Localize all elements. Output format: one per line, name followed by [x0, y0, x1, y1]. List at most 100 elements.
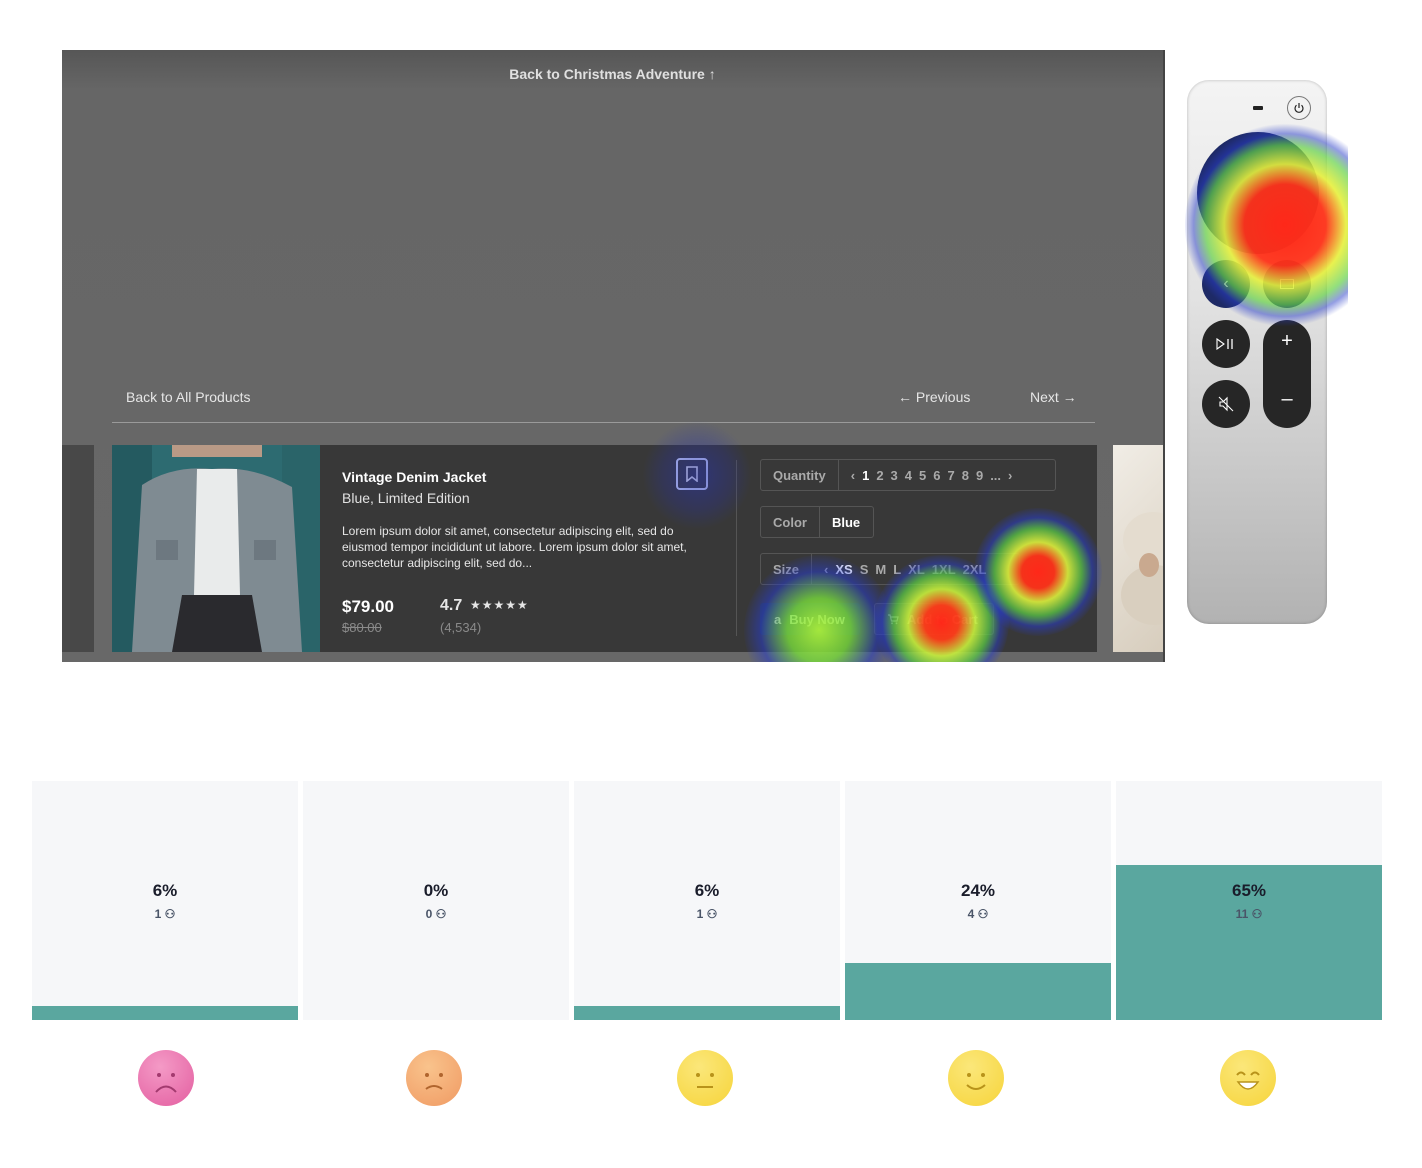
rating-percent: 0%	[423, 881, 449, 900]
back-to-adventure-link[interactable]: Back to Christmas Adventure ↑	[509, 66, 716, 82]
denim-jacket-image	[112, 445, 320, 652]
color-value[interactable]: Blue	[831, 514, 861, 530]
volume-down-icon[interactable]: –	[1281, 388, 1293, 410]
mute-icon	[1218, 396, 1234, 412]
product-old-price: $80.00	[342, 620, 382, 635]
rating-bar-fill	[845, 962, 1111, 1020]
knit-sweater-image	[1121, 512, 1163, 625]
product-subtitle: Blue, Limited Edition	[342, 490, 470, 506]
amazon-icon: a	[774, 611, 782, 627]
product-photo	[112, 445, 320, 652]
back-button[interactable]: ‹	[1202, 260, 1250, 308]
quantity-label: Quantity	[761, 460, 839, 490]
home-icon	[1280, 279, 1294, 289]
product-rating: 4.7	[440, 597, 463, 614]
neutral-face-icon	[677, 1050, 733, 1106]
rating-count: 0	[425, 907, 433, 921]
rating-count-row: 1 ⚇	[574, 907, 840, 921]
quantity-option[interactable]: 5	[919, 467, 927, 483]
bookmark-icon	[686, 466, 698, 482]
quantity-selector[interactable]: Quantity ‹ 1 2 3 4 5 6 7 8 9 ... ›	[760, 459, 1056, 491]
rating-count: 4	[967, 907, 975, 921]
quantity-option[interactable]: 2	[876, 467, 884, 483]
tv-icon	[1253, 106, 1263, 110]
size-prev-arrow[interactable]: ‹	[824, 561, 829, 577]
users-icon: ⚇	[164, 907, 176, 921]
bookmark-button[interactable]	[676, 458, 708, 490]
volume-up-icon[interactable]: +	[1281, 330, 1293, 352]
quantity-option[interactable]: 8	[961, 467, 969, 483]
next-link[interactable]: Next →	[1030, 389, 1077, 405]
size-option[interactable]: M	[875, 561, 887, 577]
play-pause-icon	[1216, 338, 1233, 350]
color-value-wrap: Blue	[820, 515, 872, 530]
rating-count: 1	[696, 907, 704, 921]
size-option[interactable]: L	[893, 561, 902, 577]
quantity-option-more[interactable]: ...	[990, 467, 1002, 483]
rating-count: 11	[1235, 907, 1249, 921]
previous-link[interactable]: ← Previous	[898, 389, 971, 405]
add-to-cart-label: Add to Cart	[907, 611, 978, 627]
quantity-option[interactable]: 6	[933, 467, 941, 483]
size-option[interactable]: S	[859, 561, 869, 577]
rating-count-row: 1 ⚇	[32, 907, 298, 921]
rating-percent: 24%	[960, 881, 996, 900]
home-button[interactable]	[1263, 260, 1311, 308]
happy-face-icon	[948, 1050, 1004, 1106]
size-option[interactable]: XL	[908, 561, 925, 577]
product-card: Vintage Denim Jacket Blue, Limited Editi…	[112, 445, 1097, 652]
size-label: Size	[761, 554, 813, 584]
quantity-values: ‹ 1 2 3 4 5 6 7 8 9 ... ›	[839, 468, 1025, 483]
quantity-option[interactable]: 9	[975, 467, 984, 483]
quantity-option[interactable]: 4	[904, 467, 913, 483]
users-icon: ⚇	[435, 907, 447, 921]
rating-count: 1	[154, 907, 162, 921]
add-to-cart-button[interactable]: Add to Cart	[874, 603, 994, 635]
product-price: $79.00	[342, 597, 394, 616]
rating-bucket: 65% 11 ⚇	[1116, 781, 1382, 1020]
rating-count-row: 11 ⚇	[1116, 907, 1382, 921]
back-to-all-products-link[interactable]: Back to All Products	[126, 389, 251, 405]
rating-bar-fill	[1116, 864, 1382, 1020]
size-option[interactable]: 2XL	[962, 561, 987, 577]
nav-divider	[112, 422, 1095, 423]
rating-bar-fill	[574, 1005, 840, 1020]
power-button[interactable]	[1287, 96, 1311, 120]
quantity-next-arrow[interactable]: ›	[1008, 467, 1013, 483]
back-icon: ‹	[1223, 275, 1229, 292]
options-divider	[736, 460, 737, 636]
sad-face-icon	[406, 1050, 462, 1106]
buy-now-label: Buy Now	[789, 611, 845, 627]
rating-count-row: 0 ⚇	[303, 907, 569, 921]
very-sad-face-icon	[138, 1050, 194, 1106]
color-label: Color	[761, 507, 820, 537]
volume-rocker[interactable]: + –	[1263, 320, 1311, 428]
size-values: ‹ XS S M L XL 1XL 2XL	[812, 562, 998, 577]
product-title: Vintage Denim Jacket	[342, 469, 487, 485]
size-option[interactable]: 1XL	[931, 561, 956, 577]
rating-percent: 6%	[694, 881, 720, 900]
play-pause-button[interactable]	[1202, 320, 1250, 368]
color-selector[interactable]: Color Blue	[760, 506, 874, 538]
previous-card-peek[interactable]	[62, 445, 94, 652]
quantity-option[interactable]: 3	[890, 467, 898, 483]
review-count: (4,534)	[440, 620, 482, 635]
rating-bar-fill	[32, 1005, 298, 1020]
remote-control-panel: ‹ + –	[1163, 50, 1348, 662]
quantity-prev-arrow[interactable]: ‹	[850, 467, 856, 483]
very-happy-face-icon	[1220, 1050, 1276, 1106]
quantity-option-selected[interactable]: 1	[862, 467, 870, 483]
touchpad[interactable]	[1197, 132, 1319, 254]
rating-percent: 65%	[1231, 881, 1267, 900]
quantity-option[interactable]: 7	[947, 467, 955, 483]
rating-bucket: 24% 4 ⚇	[845, 781, 1111, 1020]
next-card-peek[interactable]	[1113, 445, 1163, 652]
buy-now-button[interactable]: a Buy Now	[760, 603, 860, 635]
rating-bucket: 6% 1 ⚇	[32, 781, 298, 1020]
rating-count-row: 4 ⚇	[845, 907, 1111, 921]
size-option-selected[interactable]: XS	[835, 561, 853, 577]
rating-stars: ★★★★★	[470, 598, 529, 612]
mute-button[interactable]	[1202, 380, 1250, 428]
size-selector[interactable]: Size ‹ XS S M L XL 1XL 2XL	[760, 553, 1020, 585]
tv-store-screen: Back to Christmas Adventure ↑ Back to Al…	[62, 50, 1163, 662]
